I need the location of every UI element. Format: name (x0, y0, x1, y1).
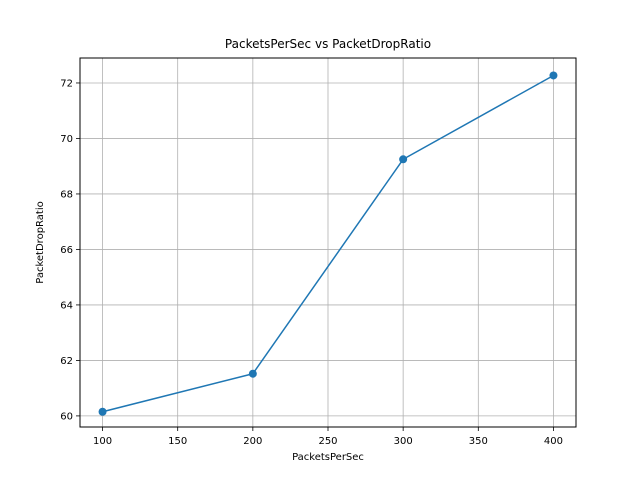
x-tick-label: 400 (544, 436, 563, 447)
x-tick-label: 100 (93, 436, 112, 447)
ticks: 100 150 200 250 300 350 400 60 62 64 66 68 70 72 (60, 78, 563, 447)
x-tick-label: 200 (243, 436, 262, 447)
y-tick-label: 62 (60, 356, 73, 367)
series-line-layer (98, 71, 558, 416)
y-tick-label: 66 (60, 245, 73, 256)
x-axis-label: PacketsPerSec (292, 452, 364, 463)
data-point (248, 369, 257, 378)
x-tick-label: 250 (318, 436, 337, 447)
x-tick-label: 350 (469, 436, 488, 447)
y-tick-label: 72 (60, 78, 73, 89)
data-point (549, 71, 558, 80)
x-tick-label: 300 (394, 436, 413, 447)
data-point (98, 407, 107, 416)
y-tick-label: 68 (60, 189, 73, 200)
y-tick-label: 60 (60, 411, 73, 422)
x-tick-label: 150 (168, 436, 187, 447)
y-tick-label: 64 (60, 300, 73, 311)
y-tick-label: 70 (60, 134, 73, 145)
chart-title: PacketsPerSec vs PacketDropRatio (225, 37, 431, 51)
grid (80, 58, 576, 427)
data-point (399, 155, 408, 164)
y-axis-label: PacketDropRatio (35, 201, 46, 283)
series-line (102, 74, 554, 413)
